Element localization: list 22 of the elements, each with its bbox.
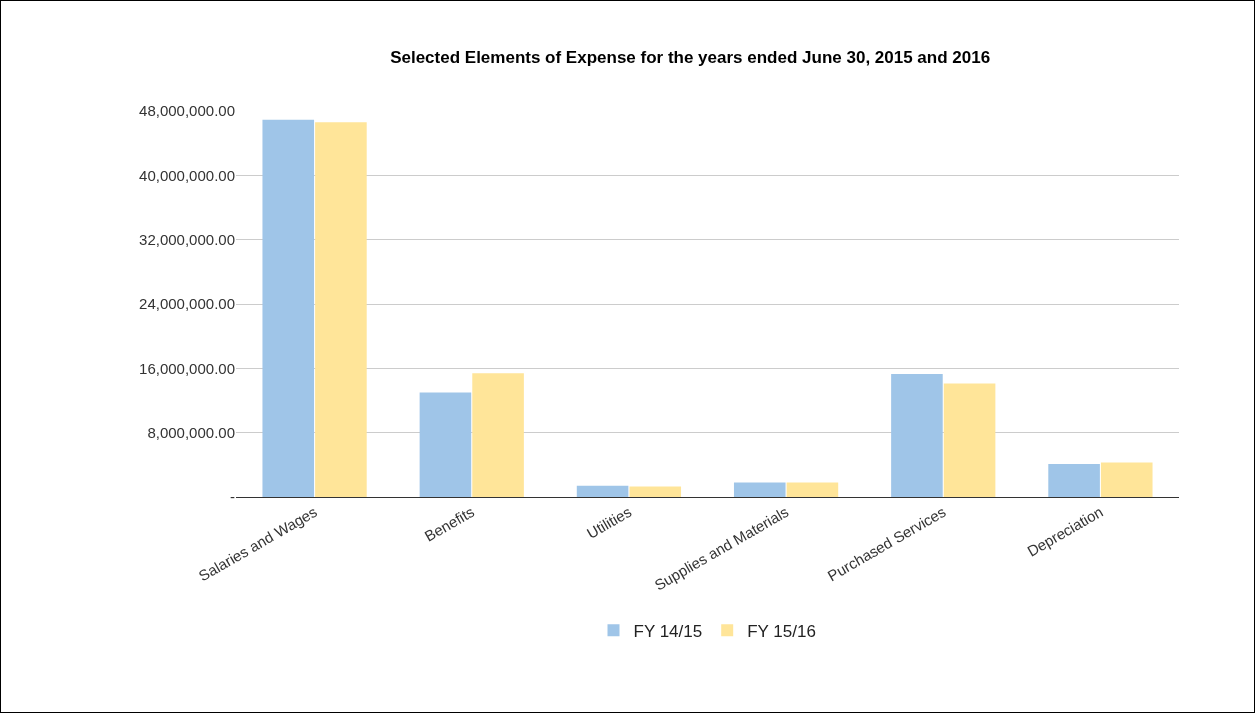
bar	[1100, 462, 1153, 497]
y-tick-label: 48,000,000.00	[139, 102, 235, 120]
legend-label: FY 14/15	[633, 621, 703, 641]
bar	[1048, 464, 1100, 497]
y-tick-label: 40,000,000.00	[139, 166, 235, 184]
bar	[786, 482, 839, 497]
bar	[472, 373, 524, 497]
legend-label: FY 15/16	[747, 621, 816, 641]
y-tick-label: 32,000,000.00	[139, 230, 235, 248]
bar	[315, 122, 367, 497]
bar	[891, 373, 943, 497]
bar	[629, 486, 682, 497]
y-tick-label: 8,000,000.00	[147, 423, 235, 441]
y-tick-label: -	[230, 488, 235, 506]
bar	[943, 383, 996, 497]
bar	[733, 482, 786, 497]
chart-title: Selected Elements of Expense for the years ended June 30, 2015 and 2016	[390, 47, 991, 67]
y-tick-label: 16,000,000.00	[139, 359, 235, 377]
bar	[262, 119, 315, 497]
bar	[419, 392, 472, 497]
bar	[576, 485, 629, 497]
y-tick-label: 24,000,000.00	[139, 295, 235, 313]
